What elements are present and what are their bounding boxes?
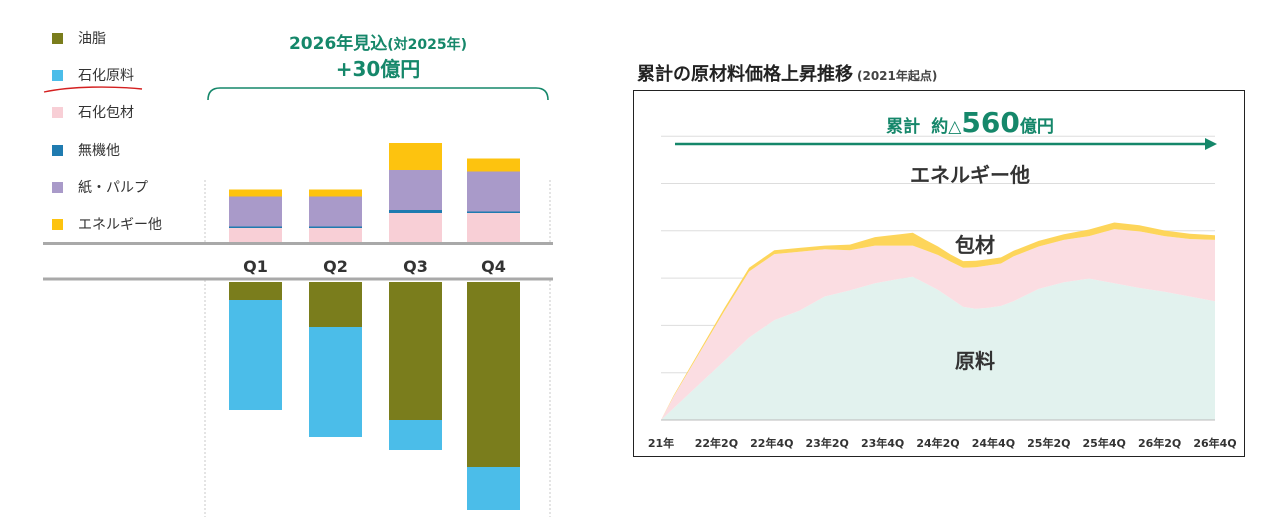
x-tick-label: 22年4Q xyxy=(750,436,793,450)
cumulative-chart-title: 累計の原材料価格上昇推移 (2021年起点) xyxy=(637,60,937,86)
x-tick-label: 24年4Q xyxy=(972,436,1015,450)
legend-swatch xyxy=(52,219,63,230)
bar-segment xyxy=(467,171,520,212)
area-label-raw: 原料 xyxy=(955,349,995,373)
legend-label: 石化原料 xyxy=(78,68,134,85)
forecast-title: 2026年見込(対2025年) xyxy=(218,34,538,55)
bar-segment xyxy=(229,196,282,227)
bar-segment xyxy=(309,327,362,437)
legend-swatch xyxy=(52,144,63,156)
bar-segment xyxy=(309,196,362,227)
bar-segment xyxy=(467,282,520,467)
cumulative-number: 560 xyxy=(961,106,1020,139)
cumulative-unit: 億円 xyxy=(1019,117,1054,137)
chart-frame xyxy=(633,90,1245,457)
legend-label: 石化包材 xyxy=(78,105,134,122)
cumulative-arrow xyxy=(675,138,1217,150)
legend-swatch xyxy=(52,181,63,193)
forecast-title-suffix: (対2025年) xyxy=(387,37,468,53)
bar-segment xyxy=(229,189,282,197)
legend-label: エネルギー他 xyxy=(78,217,162,233)
bar-segment xyxy=(229,228,282,242)
legend-swatch xyxy=(52,33,63,44)
chart-title-main: 累計の原材料価格上昇推移 xyxy=(637,64,853,85)
bar-segment xyxy=(467,211,520,213)
cumulative-prefix: 累計 xyxy=(886,117,921,137)
bar-segment xyxy=(309,228,362,242)
quarter-labels-group: Q1 Q2 Q3 Q4 xyxy=(243,257,506,276)
bar-segment xyxy=(389,282,442,420)
bars-group xyxy=(229,143,520,510)
bar-segment xyxy=(229,300,282,410)
bar-segment xyxy=(467,213,520,242)
cumulative-area-chart: 21年 22年2Q 22年4Q 23年2Q 23年4Q 24年2Q 24年4Q 25年2Q 25… xyxy=(648,135,1237,450)
x-tick-label: 23年4Q xyxy=(861,436,904,450)
axis-band xyxy=(43,242,553,280)
bar-segment xyxy=(309,282,362,327)
bar-segment xyxy=(467,467,520,510)
cumulative-about: 約△ xyxy=(931,117,962,137)
x-tick-label: 23年2Q xyxy=(806,436,849,450)
bar-segment xyxy=(389,170,442,210)
legend-label: 油脂 xyxy=(78,31,106,47)
area-series xyxy=(661,276,1215,420)
bar-segment xyxy=(389,213,442,242)
bar-segment xyxy=(309,189,362,197)
bar-segment xyxy=(467,158,520,172)
area-series xyxy=(661,229,1215,420)
legend-swatch xyxy=(52,107,63,119)
forecast-title-main: 2026年見込 xyxy=(288,34,388,54)
x-ticks-group: 21年 22年2Q 22年4Q 23年2Q 23年4Q 24年2Q 24年4Q 25年2Q 25… xyxy=(648,419,1237,450)
area-label-packaging: 包材 xyxy=(955,233,995,257)
quarterly-change-chart: Q1 Q2 Q3 Q4 xyxy=(43,87,553,517)
x-tick-label: 26年2Q xyxy=(1138,436,1181,450)
x-tick-label: 26年4Q xyxy=(1193,436,1236,450)
quarter-label: Q1 xyxy=(243,257,268,276)
legend-label: 無機他 xyxy=(78,142,120,159)
areas-group xyxy=(661,222,1215,420)
bar-segment xyxy=(389,210,442,213)
quarter-label: Q3 xyxy=(403,257,428,276)
legend-label: 紙・パルプ xyxy=(78,179,148,196)
bar-segment xyxy=(389,420,442,450)
x-tick-label: 25年2Q xyxy=(1027,436,1070,450)
red-underline-annotation xyxy=(43,86,143,93)
x-tick-label: 24年2Q xyxy=(916,436,959,450)
forecast-bracket xyxy=(207,87,549,101)
legend-swatch xyxy=(52,70,63,82)
area-label-energy: エネルギー他 xyxy=(910,163,1030,187)
chart-title-sub: (2021年起点) xyxy=(857,69,938,83)
x-tick-label: 21年 xyxy=(648,436,674,450)
x-tick-label: 25年4Q xyxy=(1083,436,1126,450)
bar-segment xyxy=(309,226,362,228)
x-tick-label: 22年2Q xyxy=(695,436,738,450)
bar-segment xyxy=(389,143,442,170)
forecast-value: +30億円 xyxy=(335,57,421,81)
cumulative-label: 累計 約△560億円 xyxy=(820,106,1120,139)
arrow-head xyxy=(1205,138,1217,150)
quarter-label: Q4 xyxy=(481,257,506,276)
bar-segment xyxy=(229,282,282,300)
quarter-label: Q2 xyxy=(323,257,348,276)
bar-segment xyxy=(229,226,282,228)
